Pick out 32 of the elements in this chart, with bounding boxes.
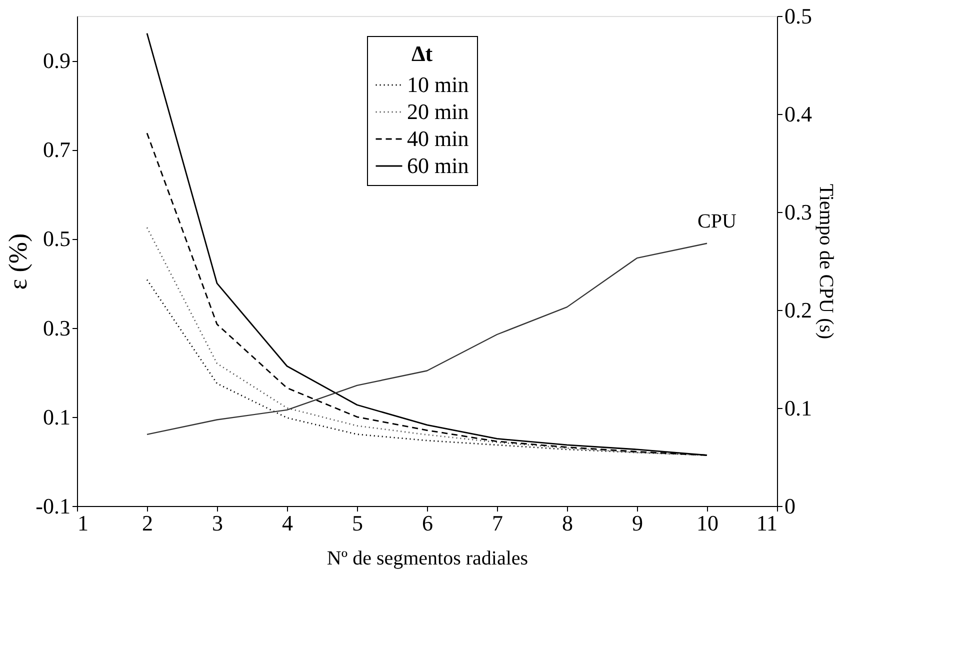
x-tick-label: 4 — [282, 510, 293, 536]
x-tick-label: 8 — [562, 510, 573, 536]
y-tick-label: 0.3 — [43, 315, 70, 340]
y-tick-label: 0.9 — [43, 48, 70, 74]
x-tick-label: 10 — [696, 510, 718, 536]
y-tick-label: -0.1 — [36, 494, 70, 518]
legend-label: 20 min — [407, 99, 469, 124]
y2-tick-label: 0.4 — [784, 102, 812, 126]
legend-label: 10 min — [407, 72, 469, 97]
y-tick-label: 0.7 — [43, 137, 70, 162]
x-tick-label: 6 — [422, 510, 433, 536]
x-tick-label: 5 — [352, 510, 363, 536]
legend-title: Δt — [411, 41, 434, 66]
x-tick-label: 11 — [756, 510, 778, 536]
y2-axis-title: Tiempo de CPU (s) — [815, 184, 837, 340]
legend-label: 40 min — [407, 126, 469, 151]
x-tick-label: 1 — [78, 510, 88, 536]
y2-tick-label: 0 — [784, 494, 796, 518]
series-label: CPU — [698, 210, 738, 232]
legend-label: 60 min — [407, 153, 469, 178]
x-tick-label: 7 — [492, 510, 503, 536]
y-tick-label: 0.5 — [43, 226, 70, 252]
x-tick-label: 9 — [632, 510, 643, 536]
y2-tick-label: 0.3 — [784, 200, 812, 224]
y2-tick-label: 0.1 — [784, 396, 812, 420]
x-tick-label: 3 — [212, 510, 223, 536]
y2-tick-label: 0.5 — [784, 4, 812, 28]
y-axis-title: ε (%) — [4, 233, 33, 290]
y-tick-label: 0.1 — [43, 404, 70, 430]
x-tick-label: 2 — [142, 510, 153, 536]
x-axis-title: Nº de segmentos radiales — [326, 548, 528, 570]
y2-tick-label: 0.2 — [784, 298, 812, 322]
